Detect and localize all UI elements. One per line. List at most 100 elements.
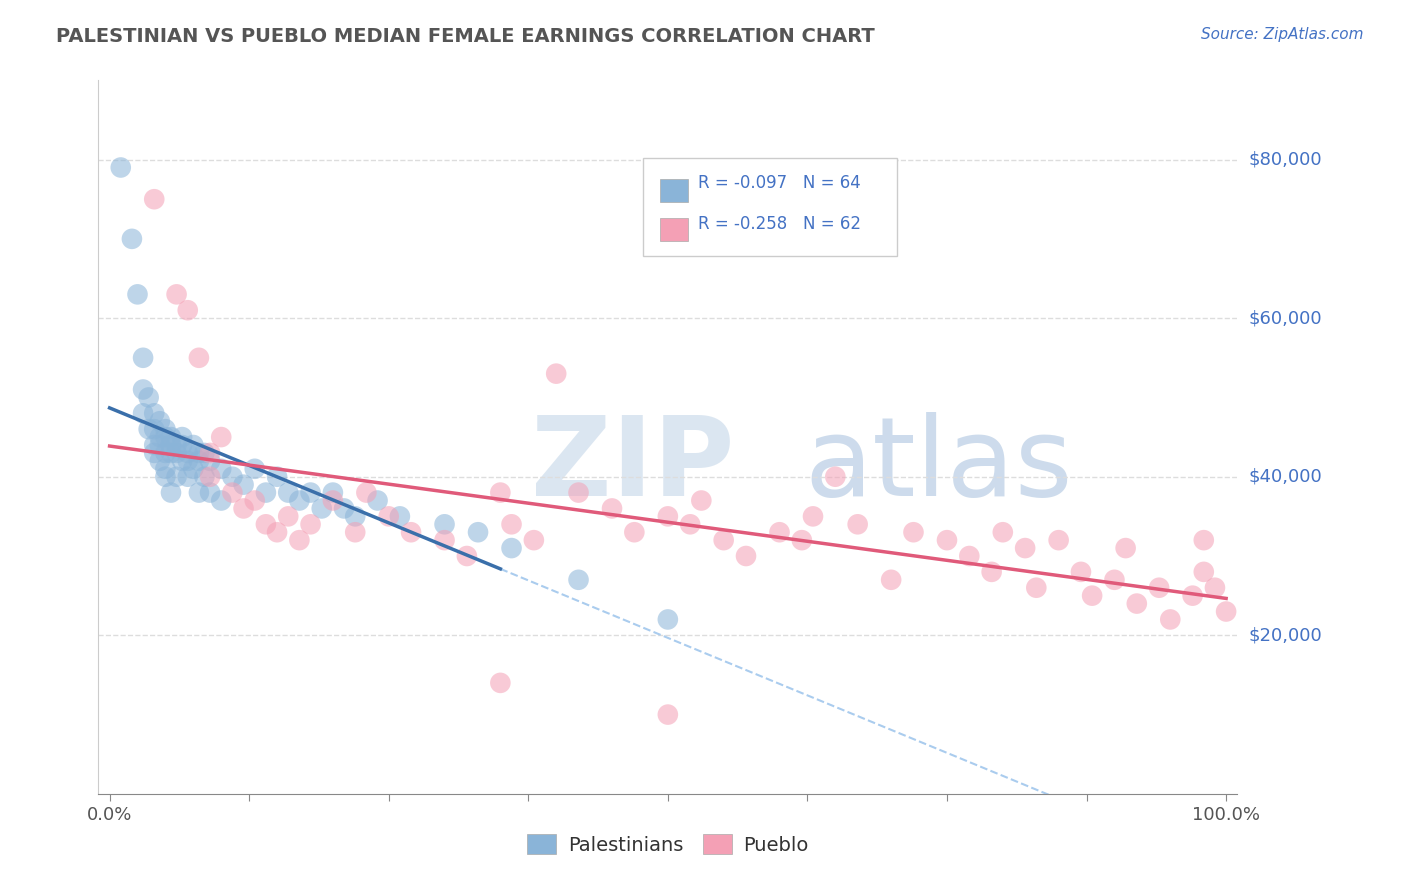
Point xyxy=(143,422,166,436)
Point xyxy=(433,533,456,548)
Point xyxy=(299,517,322,532)
Point xyxy=(288,493,311,508)
Point xyxy=(456,549,478,563)
Point xyxy=(243,462,266,476)
Point xyxy=(1047,533,1070,548)
Point xyxy=(121,232,143,246)
Point xyxy=(198,485,221,500)
Point xyxy=(155,462,177,476)
Point xyxy=(489,676,512,690)
Point xyxy=(155,446,177,460)
Point xyxy=(1025,581,1047,595)
Point xyxy=(623,525,645,540)
Point xyxy=(657,707,679,722)
Text: $20,000: $20,000 xyxy=(1249,626,1322,644)
Text: R = -0.097   N = 64: R = -0.097 N = 64 xyxy=(697,175,860,193)
Point xyxy=(1104,573,1126,587)
Point xyxy=(489,485,512,500)
Point xyxy=(299,485,322,500)
Point xyxy=(277,509,299,524)
Point xyxy=(160,438,183,452)
Point xyxy=(177,454,200,468)
Point xyxy=(166,287,188,301)
Point xyxy=(155,430,177,444)
Point xyxy=(991,525,1014,540)
Point xyxy=(177,303,200,318)
Point xyxy=(187,351,209,365)
Text: Source: ZipAtlas.com: Source: ZipAtlas.com xyxy=(1201,27,1364,42)
Point xyxy=(657,509,679,524)
Point xyxy=(690,493,713,508)
Point xyxy=(160,430,183,444)
Point xyxy=(288,533,311,548)
Point xyxy=(232,477,254,491)
Point xyxy=(344,509,367,524)
Point xyxy=(1126,597,1149,611)
Point xyxy=(333,501,356,516)
Point xyxy=(166,469,188,483)
Point xyxy=(221,469,243,483)
Point xyxy=(183,438,205,452)
Point xyxy=(600,501,623,516)
Point xyxy=(232,501,254,516)
Point xyxy=(266,469,288,483)
Point xyxy=(311,501,333,516)
Legend: Palestinians, Pueblo: Palestinians, Pueblo xyxy=(519,827,817,863)
Point xyxy=(198,469,221,483)
Point xyxy=(143,406,166,420)
Point xyxy=(138,391,160,405)
Point xyxy=(172,430,194,444)
Point xyxy=(132,351,155,365)
Point xyxy=(187,485,209,500)
Point xyxy=(801,509,824,524)
Point xyxy=(193,446,215,460)
Text: $60,000: $60,000 xyxy=(1249,310,1322,327)
Point xyxy=(198,446,221,460)
Point xyxy=(1215,605,1237,619)
Point xyxy=(980,565,1002,579)
Point xyxy=(193,469,215,483)
Point xyxy=(221,485,243,500)
Point xyxy=(399,525,422,540)
Point xyxy=(1204,581,1226,595)
Text: $80,000: $80,000 xyxy=(1249,151,1322,169)
Point xyxy=(768,525,790,540)
Point xyxy=(266,525,288,540)
Point xyxy=(1159,612,1181,626)
Text: atlas: atlas xyxy=(804,412,1073,519)
Point xyxy=(149,430,172,444)
Point xyxy=(183,462,205,476)
Point xyxy=(254,485,277,500)
Point xyxy=(132,406,155,420)
Point xyxy=(546,367,568,381)
Point xyxy=(957,549,980,563)
Point xyxy=(567,573,589,587)
Point xyxy=(657,612,679,626)
Point xyxy=(1192,565,1215,579)
Point xyxy=(1115,541,1137,555)
Point xyxy=(433,517,456,532)
Point xyxy=(143,446,166,460)
Point xyxy=(187,446,209,460)
Point xyxy=(322,493,344,508)
Text: PALESTINIAN VS PUEBLO MEDIAN FEMALE EARNINGS CORRELATION CHART: PALESTINIAN VS PUEBLO MEDIAN FEMALE EARN… xyxy=(56,27,875,45)
Point xyxy=(209,462,232,476)
Point xyxy=(277,485,299,500)
Point xyxy=(1147,581,1170,595)
Point xyxy=(254,517,277,532)
Point xyxy=(243,493,266,508)
Point xyxy=(356,485,378,500)
Point xyxy=(155,422,177,436)
Point xyxy=(735,549,758,563)
Point xyxy=(467,525,489,540)
Point xyxy=(377,509,399,524)
Point xyxy=(160,446,183,460)
Point xyxy=(209,430,232,444)
Point xyxy=(824,469,846,483)
Point xyxy=(110,161,132,175)
Point xyxy=(903,525,925,540)
Point xyxy=(127,287,149,301)
Point xyxy=(1181,589,1204,603)
Point xyxy=(501,541,523,555)
Point xyxy=(177,469,200,483)
